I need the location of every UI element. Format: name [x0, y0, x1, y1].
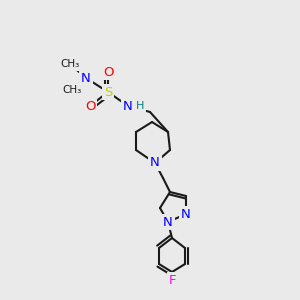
- Text: N: N: [123, 100, 133, 112]
- Text: N: N: [150, 157, 160, 169]
- Text: H: H: [136, 101, 144, 111]
- Text: F: F: [168, 274, 176, 286]
- Text: N: N: [163, 215, 173, 229]
- Text: N: N: [81, 71, 91, 85]
- Text: S: S: [104, 85, 112, 98]
- Text: CH₃: CH₃: [62, 85, 82, 95]
- Text: N: N: [181, 208, 191, 220]
- Text: O: O: [103, 65, 113, 79]
- Text: CH₃: CH₃: [60, 59, 80, 69]
- Text: O: O: [85, 100, 95, 112]
